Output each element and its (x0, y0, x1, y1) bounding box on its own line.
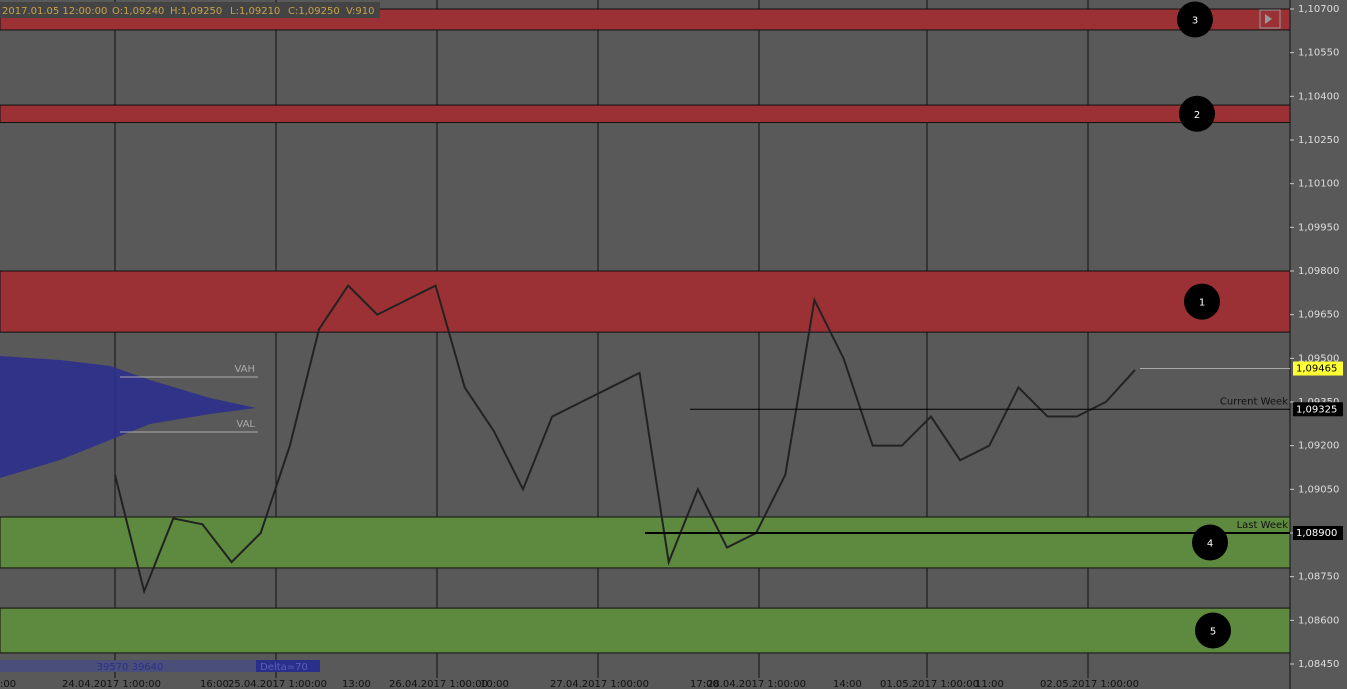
y-tick-label: 1,08750 (1298, 572, 1339, 583)
zone-marker (1177, 1, 1213, 38)
price-axis (1290, 0, 1347, 689)
y-tick-label: 1,10100 (1298, 179, 1339, 190)
scroll-button[interactable] (1259, 9, 1281, 29)
zone-label: 4 (1207, 538, 1213, 549)
zone-marker (1195, 612, 1231, 649)
zone-marker (1184, 283, 1220, 320)
delta-box (256, 660, 320, 672)
y-tick-label: 1,09800 (1298, 266, 1339, 277)
y-tick-label: 1,09650 (1298, 310, 1339, 321)
y-tick-label: 1,09050 (1298, 484, 1339, 495)
header-field: 2017.01.05 12:00:00 (2, 6, 107, 17)
y-tick-label: 1,08450 (1298, 659, 1339, 670)
time-axis (0, 678, 1290, 689)
header-bar (0, 2, 380, 18)
y-tick-label: 1,09500 (1298, 353, 1339, 364)
x-tick-label: 16:00 (200, 679, 229, 689)
y-tick-label: 1,10250 (1298, 135, 1339, 146)
x-tick-label: 25.04.2017 1:00:00 (228, 679, 327, 689)
x-tick-label: 28.04.2017 1:00:00 (707, 679, 806, 689)
price-line (114, 283, 1136, 595)
scroll-icon (1265, 14, 1272, 24)
price-tag (1293, 361, 1343, 376)
val-label: VAL (236, 419, 255, 430)
zone-label: 2 (1194, 110, 1200, 121)
price-tag-label: 1,08900 (1296, 528, 1337, 539)
header-field: V:910 (346, 6, 374, 17)
y-tick-label: 1,09200 (1298, 441, 1339, 452)
plot-area (0, 0, 1290, 678)
price-tag-label: 1,09465 (1296, 364, 1337, 375)
x-tick-label: 14:00 (833, 679, 862, 689)
header-field: C:1,09250 (288, 6, 340, 17)
x-tick-label: 02.05.2017 1:00:00 (1040, 679, 1139, 689)
delta-label: Delta=70 (260, 662, 308, 673)
x-tick-label: 17:00 (690, 679, 719, 689)
y-tick-label: 1,10400 (1298, 91, 1339, 102)
zone-label: 3 (1192, 15, 1198, 26)
x-tick-label: :00 (0, 679, 16, 689)
volume-profile (0, 356, 256, 478)
x-tick-label: 27.04.2017 1:00:00 (550, 679, 649, 689)
zone (0, 516, 1291, 569)
header-field: O:1,09240 (112, 6, 164, 17)
y-tick-label: 1,10550 (1298, 48, 1339, 59)
price-tag (1293, 526, 1343, 540)
zone (0, 607, 1291, 654)
x-tick-label: 24.04.2017 1:00:00 (62, 679, 161, 689)
zone (0, 270, 1291, 333)
y-tick-label: 1,08600 (1298, 615, 1339, 626)
level-name: Last Week (1237, 520, 1289, 531)
x-tick-label: 13:00 (342, 679, 371, 689)
zone-marker (1179, 95, 1215, 132)
price-tag (1293, 402, 1343, 417)
header-field: L:1,09210 (230, 6, 280, 17)
level-name: Current Week (1220, 396, 1288, 407)
price-tag-label: 1,09325 (1296, 404, 1337, 415)
zone (0, 104, 1291, 124)
x-tick-label: 10:00 (480, 679, 509, 689)
vah-label: VAH (234, 364, 255, 375)
y-tick-label: 1,10700 (1298, 4, 1339, 15)
profile-footer (0, 660, 320, 672)
y-tick-label: 1,09950 (1298, 222, 1339, 233)
x-tick-label: 26.04.2017 1:00:00 (389, 679, 488, 689)
x-tick-label: 11:00 (975, 679, 1004, 689)
header-field: H:1,09250 (170, 6, 222, 17)
zone-label: 5 (1210, 627, 1216, 638)
zone-label: 1 (1199, 298, 1205, 309)
volumes-label: 39570 39640 (97, 662, 164, 673)
x-tick-label: 01.05.2017 1:00:00 (880, 679, 979, 689)
